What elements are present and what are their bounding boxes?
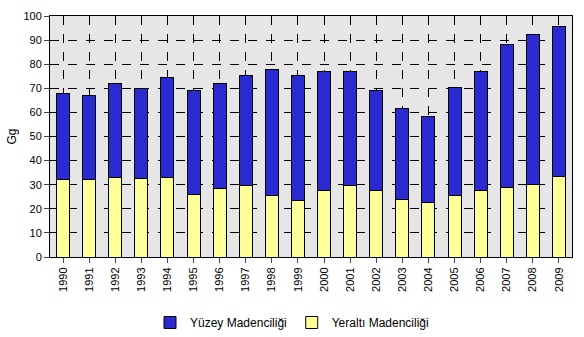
svg-text:2003: 2003: [396, 267, 408, 291]
svg-text:20: 20: [30, 203, 42, 215]
svg-text:80: 80: [30, 58, 42, 70]
svg-text:40: 40: [30, 154, 42, 166]
svg-text:1998: 1998: [265, 267, 277, 291]
svg-text:30: 30: [30, 179, 42, 191]
svg-text:90: 90: [30, 34, 42, 46]
svg-text:2001: 2001: [344, 267, 356, 291]
svg-text:1995: 1995: [187, 267, 199, 291]
svg-text:70: 70: [30, 82, 42, 94]
svg-text:60: 60: [30, 106, 42, 118]
svg-text:1999: 1999: [292, 267, 304, 291]
svg-text:10: 10: [30, 227, 42, 239]
svg-text:2005: 2005: [448, 267, 460, 291]
svg-text:Yeraltı Madenciliği: Yeraltı Madenciliği: [332, 316, 429, 330]
svg-text:100: 100: [23, 10, 41, 22]
svg-text:2004: 2004: [422, 267, 434, 291]
svg-text:1997: 1997: [239, 267, 251, 291]
svg-text:1996: 1996: [213, 267, 225, 291]
svg-text:2006: 2006: [474, 267, 486, 291]
svg-text:1993: 1993: [135, 267, 147, 291]
svg-text:0: 0: [36, 251, 42, 263]
svg-text:50: 50: [30, 130, 42, 142]
svg-text:1992: 1992: [109, 267, 121, 291]
svg-text:2009: 2009: [553, 267, 565, 291]
svg-text:2002: 2002: [370, 267, 382, 291]
svg-text:2000: 2000: [318, 267, 330, 291]
svg-text:Gg: Gg: [5, 128, 19, 144]
svg-text:2007: 2007: [500, 267, 512, 291]
svg-text:1990: 1990: [57, 267, 69, 291]
svg-text:2008: 2008: [526, 267, 538, 291]
svg-text:1991: 1991: [83, 267, 95, 291]
svg-text:1994: 1994: [161, 267, 173, 291]
svg-text:Yüzey Madenciliği: Yüzey Madenciliği: [190, 316, 287, 330]
